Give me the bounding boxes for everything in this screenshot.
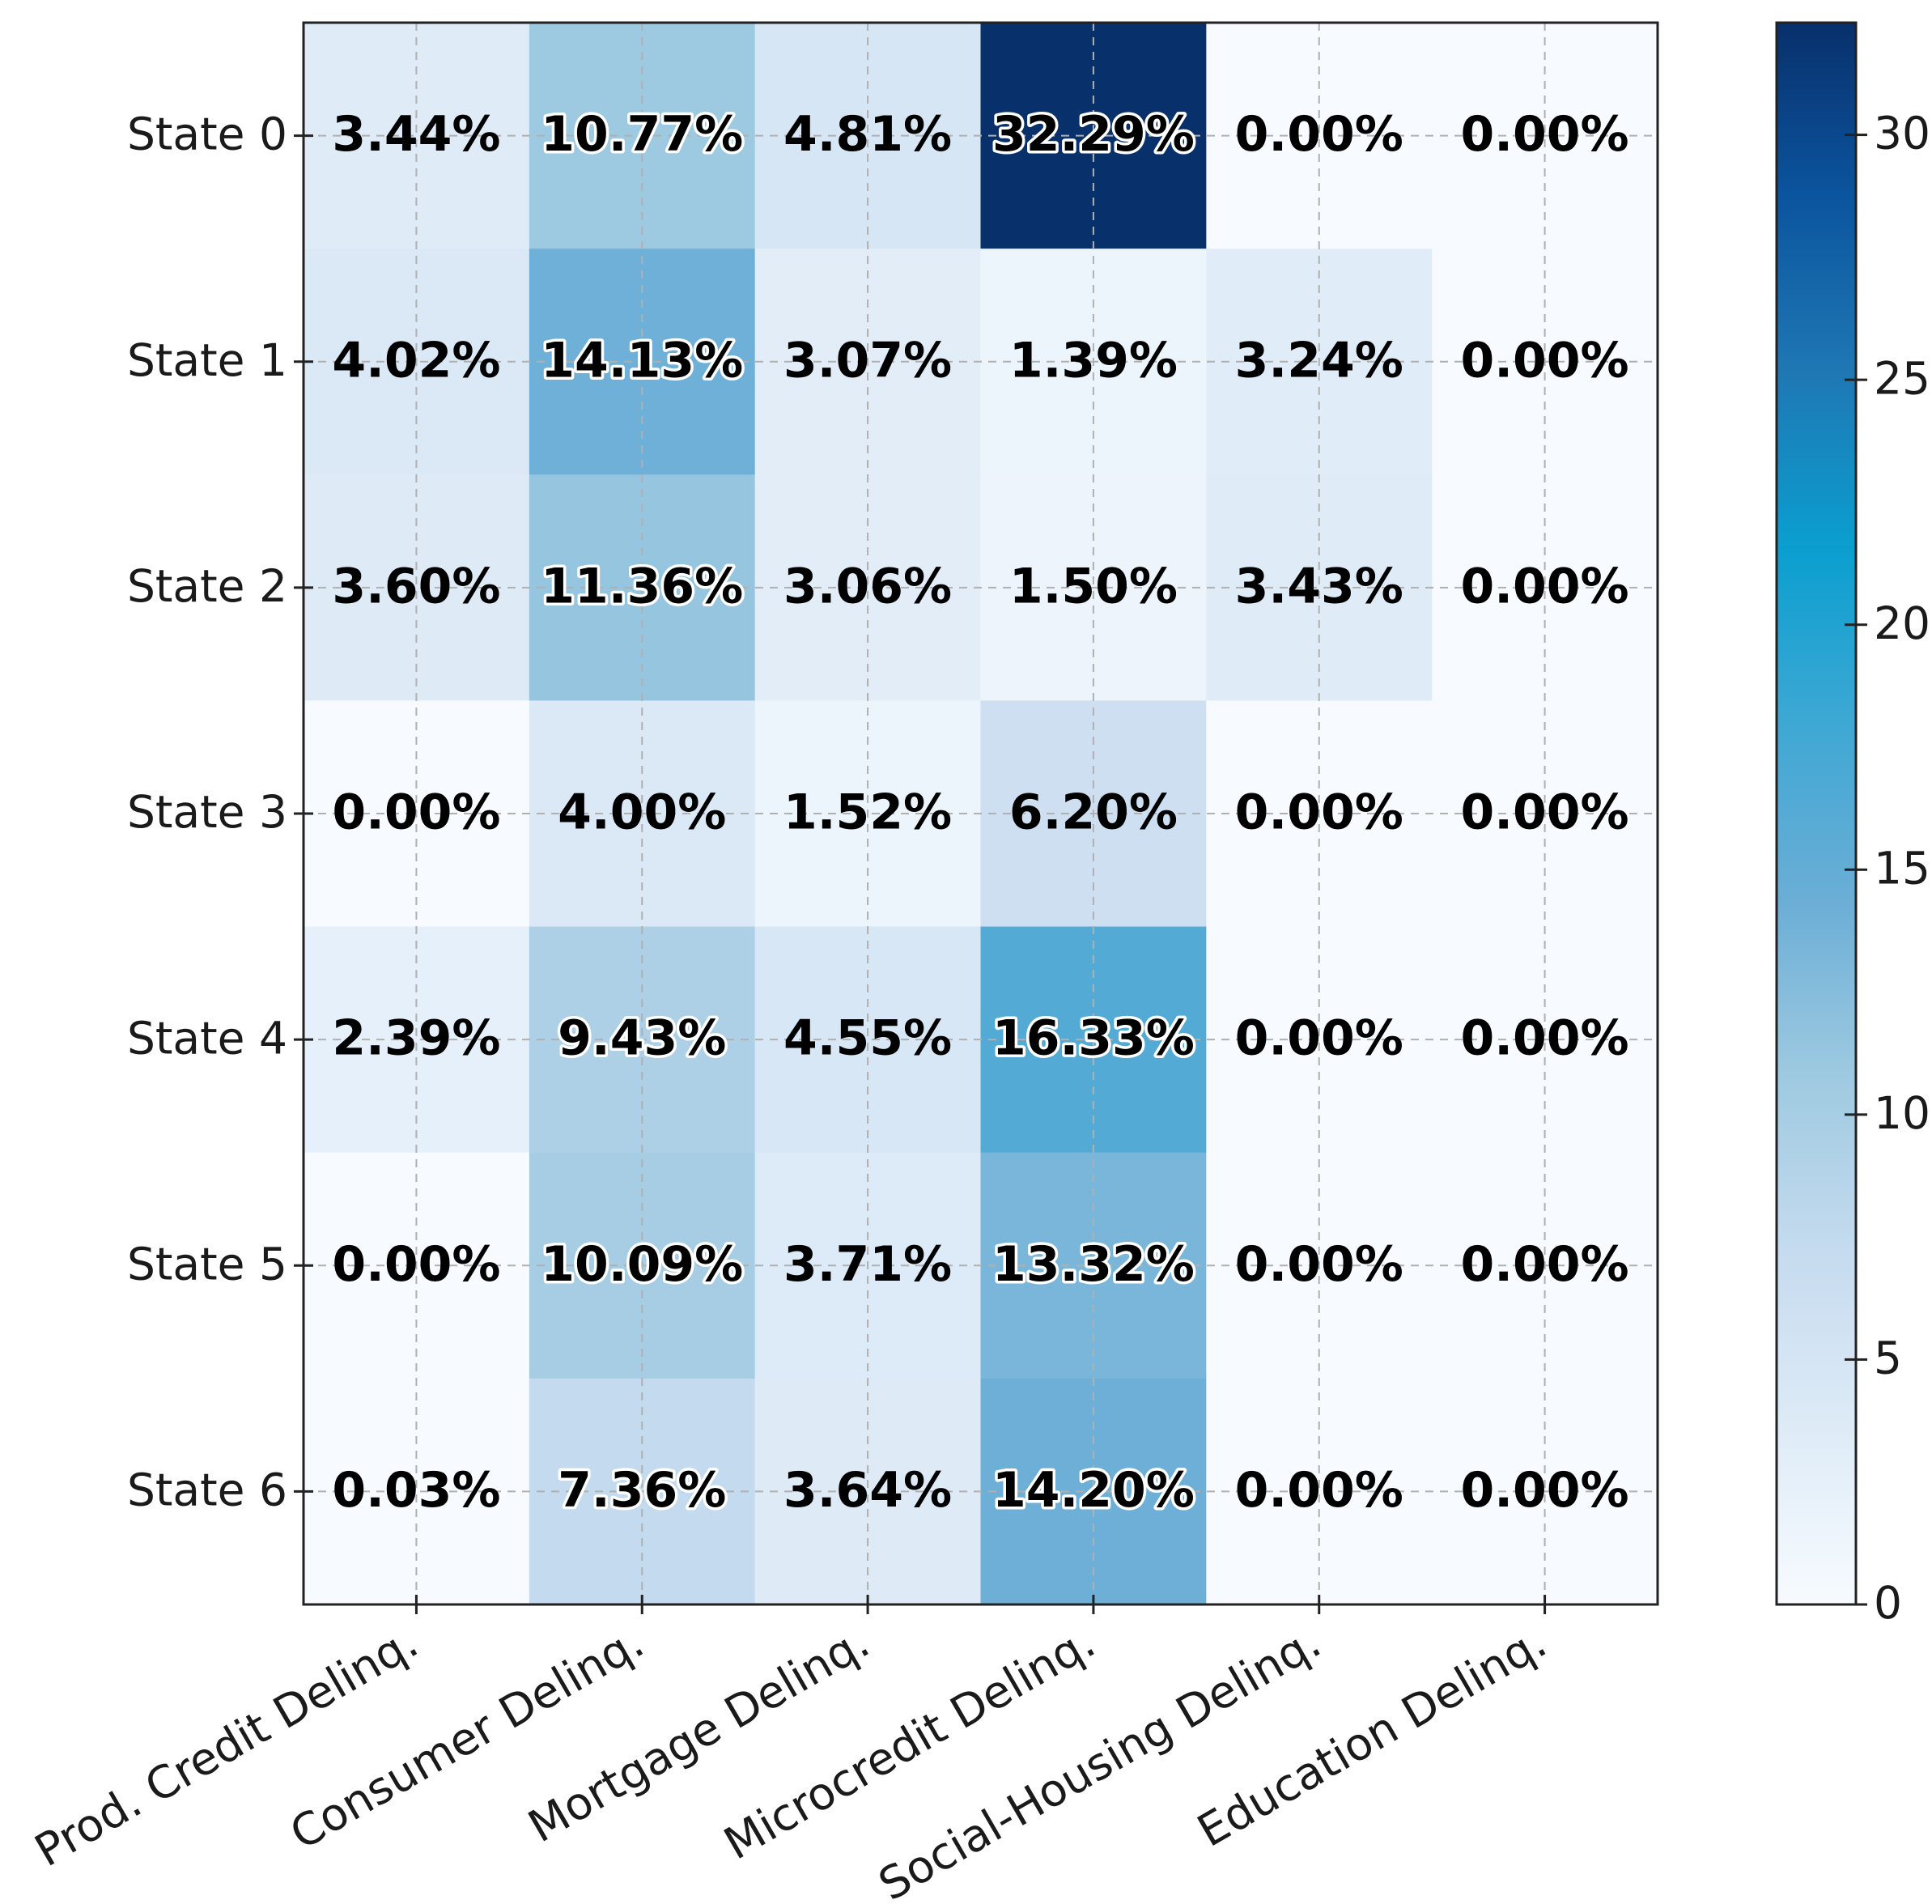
heatmap-cell	[304, 926, 530, 1154]
cell-value-label: 14.20%	[992, 1462, 1195, 1519]
cell-value-label: 3.07%	[783, 332, 952, 389]
cell-value-label: 7.36%	[558, 1462, 726, 1519]
cell-value-label: 0.00%	[1461, 332, 1629, 389]
y-tick-label: State 6	[127, 1464, 287, 1516]
cell-value-label: 16.33%	[992, 1010, 1195, 1067]
cell-value-label: 1.39%	[1009, 332, 1178, 389]
cell-value-label: 0.00%	[1461, 558, 1629, 614]
cell-value-label: 0.00%	[1235, 1010, 1403, 1067]
cell-value-label: 3.24%	[1235, 332, 1403, 389]
cell-value-label: 14.13%	[541, 332, 743, 389]
y-tick-label: State 1	[127, 334, 287, 386]
x-tick-label: Microcredit Delinq.	[715, 1616, 1104, 1870]
cell-value-label: 3.06%	[783, 558, 952, 614]
cell-labels: 3.44% 10.77% 4.81% 32.29% 0.00% 0.00% 4.02% 14.…	[332, 104, 1629, 1522]
cell-value-label: 4.81%	[783, 106, 952, 163]
y-tick-label: State 5	[127, 1238, 287, 1290]
heatmap-cell	[754, 23, 981, 249]
y-axis: State 0 State 1 State 2 State 3 State 4 State…	[127, 108, 313, 1516]
heatmap-cell	[754, 1378, 981, 1605]
colorbar-tick-label: 25	[1874, 352, 1930, 404]
cell-value-label: 3.60%	[332, 558, 500, 614]
y-tick-label: State 3	[127, 786, 287, 838]
cell-value-label: 0.00%	[1235, 106, 1403, 163]
cell-value-label: 0.00%	[1235, 1462, 1403, 1519]
cell-value-label: 0.00%	[1461, 784, 1629, 841]
heatmap-cell	[754, 474, 981, 701]
cell-value-label: 10.09%	[541, 1236, 743, 1293]
cell-value-label: 4.00%	[558, 784, 726, 841]
cell-value-label: 3.44%	[332, 106, 500, 163]
colorbar	[1775, 21, 1858, 1606]
colorbar-tick-label: 0	[1874, 1577, 1902, 1629]
colorbar-tick-label: 20	[1874, 597, 1930, 649]
cell-value-label: 1.52%	[783, 784, 952, 841]
x-axis: Prod. Credit Delinq.Consumer Delinq.Mort…	[26, 1595, 1555, 1904]
cell-value-label: 0.00%	[1461, 106, 1629, 163]
cell-value-label: 11.36%	[541, 558, 743, 614]
cell-value-label: 0.03%	[332, 1462, 500, 1519]
cell-value-label: 0.00%	[1235, 784, 1403, 841]
cell-value-label: 4.55%	[783, 1010, 952, 1067]
heatmap-cell	[304, 474, 530, 701]
colorbar-tick-label: 10	[1874, 1087, 1930, 1139]
cell-value-label: 2.39%	[332, 1010, 500, 1067]
cell-value-label: 13.32%	[992, 1236, 1195, 1293]
cell-value-label: 3.64%	[783, 1462, 952, 1519]
cell-value-label: 32.29%	[992, 106, 1195, 163]
colorbar-tick-label: 5	[1874, 1332, 1902, 1384]
cell-value-label: 0.00%	[1461, 1236, 1629, 1293]
heatmap-cell	[754, 926, 981, 1154]
heatmap-cell	[304, 23, 530, 249]
y-tick-label: State 0	[127, 108, 287, 160]
gridlines	[304, 23, 1658, 1604]
y-tick-label: State 2	[127, 560, 287, 612]
cell-value-label: 3.71%	[783, 1236, 952, 1293]
x-tick-label: Prod. Credit Delinq.	[26, 1616, 426, 1876]
cell-value-label: 0.00%	[1461, 1010, 1629, 1067]
cell-value-label: 4.02%	[332, 332, 500, 389]
colorbar-tick-label: 30	[1874, 108, 1930, 159]
cell-value-label: 6.20%	[1009, 784, 1178, 841]
y-tick-label: State 4	[127, 1012, 287, 1064]
cell-value-label: 9.43%	[558, 1010, 726, 1067]
heatmap-cell	[304, 1378, 530, 1605]
colorbar-axis: 0 5 10 15 20 25 30	[1845, 108, 1930, 1629]
cell-value-label: 0.00%	[332, 1236, 500, 1293]
cell-value-label: 0.00%	[332, 784, 500, 841]
cell-value-label: 0.00%	[1461, 1462, 1629, 1519]
cell-value-label: 10.77%	[541, 106, 743, 163]
colorbar-tick-label: 15	[1874, 842, 1930, 894]
cell-value-label: 1.50%	[1009, 558, 1178, 614]
cell-value-label: 0.00%	[1235, 1236, 1403, 1293]
cell-value-label: 3.43%	[1235, 558, 1403, 614]
